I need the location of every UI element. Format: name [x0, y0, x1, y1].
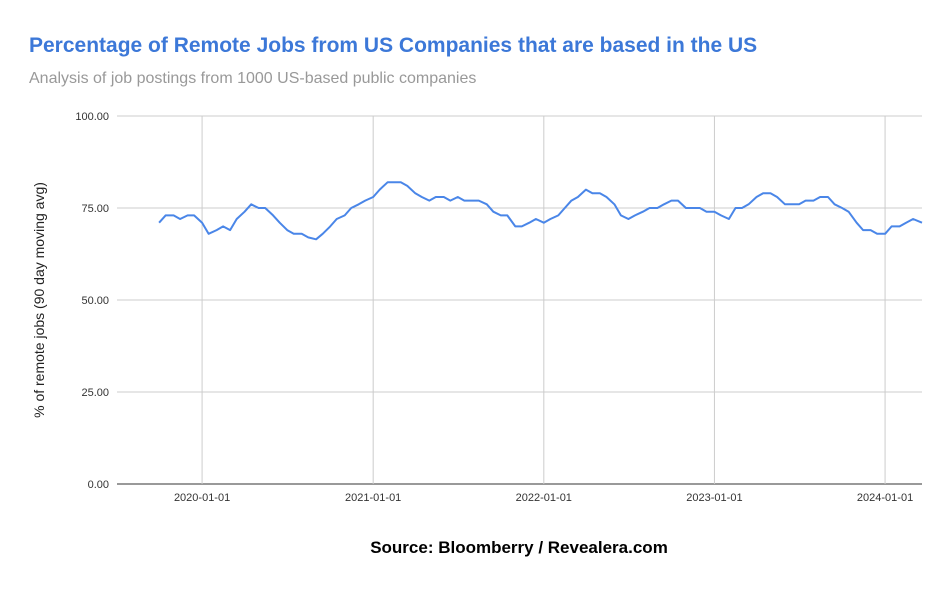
y-tick-label: 0.00	[88, 479, 109, 491]
y-tick-label: 25.00	[81, 387, 109, 399]
chart-title: Percentage of Remote Jobs from US Compan…	[29, 34, 757, 57]
x-tick-label: 2024-01-01	[857, 492, 913, 504]
x-tick-label: 2023-01-01	[686, 492, 742, 504]
chart-subtitle: Analysis of job postings from 1000 US-ba…	[29, 70, 476, 87]
y-axis-label: % of remote jobs (90 day moving avg)	[31, 182, 47, 418]
line	[158, 181, 923, 241]
source: Source: Bloomberry / Revealera.com	[370, 538, 668, 557]
x-tick-label: 2020-01-01	[174, 492, 230, 504]
y-tick-label: 100.00	[75, 111, 109, 123]
x-tick-label: 2022-01-01	[516, 492, 572, 504]
y-tick-label: 50.00	[81, 295, 109, 307]
y-tick-label: 75.00	[81, 203, 109, 215]
x-tick-label: 2021-01-01	[345, 492, 401, 504]
